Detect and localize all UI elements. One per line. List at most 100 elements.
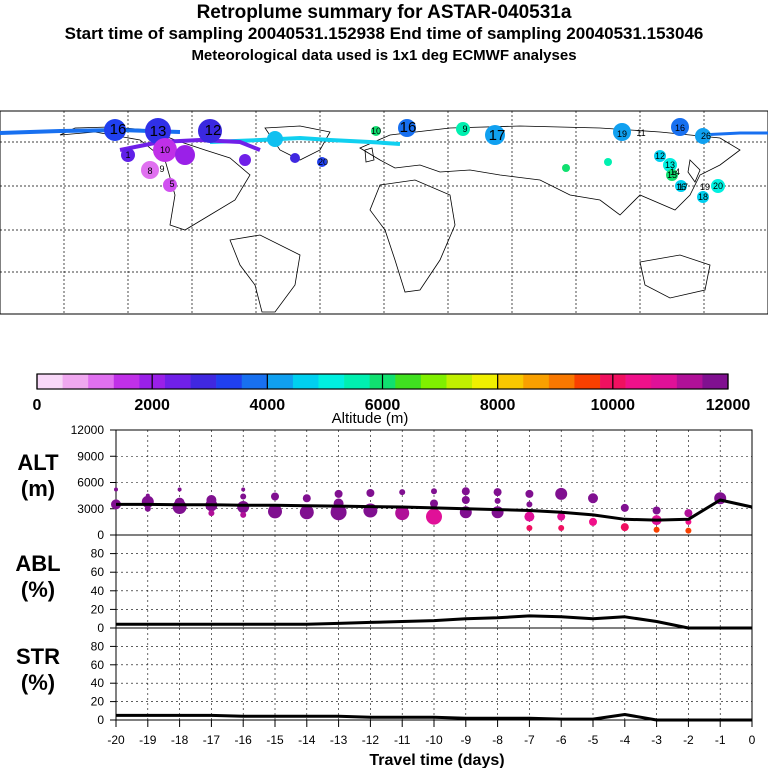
x-tick-label: -9: [460, 733, 471, 747]
colorbar-tick-label: 12000: [706, 397, 751, 414]
colorbar-swatch: [344, 374, 371, 389]
map-plume-point: [104, 119, 126, 141]
panel-ylabel-top: ALT: [17, 450, 59, 475]
x-tick-label: -8: [492, 733, 503, 747]
map-point-label: 16: [400, 119, 417, 136]
x-tick-label: -12: [362, 733, 380, 747]
panel-ylabel-top: ABL: [15, 551, 60, 576]
altitude-point: [206, 495, 217, 505]
colorbar-swatch: [62, 374, 89, 389]
map-plume-point: [198, 119, 222, 143]
altitude-point: [526, 501, 533, 508]
x-tick-label: -4: [619, 733, 630, 747]
map-plume-point: [456, 122, 470, 136]
map-point-label: 5: [169, 179, 174, 189]
x-tick-label: -14: [298, 733, 316, 747]
y-tick-label: 20: [91, 602, 105, 616]
x-tick-label: -5: [588, 733, 599, 747]
map-point-label: 13: [665, 160, 675, 170]
colorbar-swatch: [216, 374, 243, 389]
altitude-point: [144, 505, 151, 512]
x-tick-label: -2: [683, 733, 694, 747]
x-tick-label: -10: [425, 733, 443, 747]
map-plume-point: [604, 158, 612, 166]
x-tick-label: -11: [394, 733, 411, 747]
colorbar-tick-label: 0: [33, 397, 42, 414]
altitude-point: [177, 487, 182, 492]
colorbar-tick-label: 2000: [134, 397, 170, 414]
x-tick-label: -1: [715, 733, 726, 747]
map-plume-point: [121, 148, 135, 162]
meteorological-data-subtitle: Meteorological data used is 1x1 deg ECMW…: [191, 47, 577, 64]
japan-coast: [687, 159, 701, 183]
altitude-colorbar: 0 2000 4000 6000 8000 10000 12000: [33, 373, 751, 414]
map-point-label: 26: [701, 131, 711, 141]
altitude-point: [271, 492, 279, 501]
altitude-point: [461, 487, 470, 496]
map-plume-point: [695, 128, 711, 144]
map-point-label: 15: [667, 170, 677, 180]
altitude-point: [524, 511, 535, 522]
x-tick-label: -6: [556, 733, 567, 747]
africa-coast: [369, 179, 456, 293]
panel-ylabel-top: STR: [16, 644, 60, 669]
map-point-label: 12: [205, 122, 222, 139]
map-point-label: 16: [110, 121, 127, 138]
colorbar-swatch: [472, 374, 498, 389]
map-point-label: 13: [150, 123, 167, 140]
x-tick-label: -20: [107, 733, 125, 747]
map-plume-point: [239, 154, 251, 166]
map-point-label: 20: [713, 181, 723, 191]
map-point-label: 12: [655, 151, 665, 161]
time-series-panels: 120009000600030000ALT(m)806040200ABL(%)8…: [15, 423, 753, 727]
x-tick-label: 0: [749, 733, 756, 747]
y-tick-label: 12000: [71, 423, 105, 437]
y-tick-label: 40: [91, 676, 105, 690]
map-plume-point: [654, 150, 666, 162]
y-tick-label: 9000: [77, 449, 104, 463]
colorbar-swatch: [702, 374, 729, 389]
map-point-label: 19: [617, 129, 627, 139]
colorbar-tick-label: 10000: [591, 397, 636, 414]
map-point-label: 10: [160, 145, 170, 155]
x-tick-label: -15: [266, 733, 284, 747]
altitude-point: [653, 526, 660, 533]
altitude-point: [652, 506, 661, 515]
map-lat-lon-grid: [0, 111, 768, 314]
map-plume-point: [317, 157, 327, 167]
map-point-label: 20: [318, 157, 328, 167]
x-tick-label: -3: [651, 733, 662, 747]
map-point-label: 1: [125, 150, 130, 160]
plume-path-cyan: [209, 135, 401, 146]
altitude-point: [685, 527, 692, 534]
y-tick-label: 6000: [77, 476, 104, 490]
y-tick-label: 0: [97, 528, 104, 542]
map-point-label: 8: [147, 166, 152, 176]
altitude-point: [558, 525, 565, 531]
colorbar-swatch: [190, 374, 217, 389]
map-plume-point: [141, 161, 159, 179]
y-tick-label: 80: [91, 547, 105, 561]
map-point-label: 17: [678, 182, 688, 192]
altitude-point: [430, 499, 438, 508]
altitude-point: [114, 487, 118, 492]
map-plume-point: [666, 169, 678, 181]
y-tick-label: 80: [91, 639, 105, 653]
y-tick-label: 20: [91, 695, 105, 709]
colorbar-swatch: [651, 374, 678, 389]
panel-2: 80 60 40 20 0 STR(%): [16, 627, 753, 727]
altitude-point: [525, 489, 534, 498]
panel-ylabel-bottom: (m): [21, 476, 55, 501]
altitude-point: [620, 523, 629, 532]
altitude-point: [555, 487, 568, 500]
map-point-label: 9: [159, 164, 164, 174]
colorbar-swatch: [395, 374, 422, 389]
colorbar-swatch: [164, 374, 191, 389]
australia-coast: [639, 254, 711, 299]
panel-series-line: [116, 713, 752, 722]
sampling-time-subtitle: Start time of sampling 20040531.152938 E…: [64, 24, 704, 43]
x-tick-label: -16: [235, 733, 253, 747]
y-tick-label: 60: [91, 658, 105, 672]
